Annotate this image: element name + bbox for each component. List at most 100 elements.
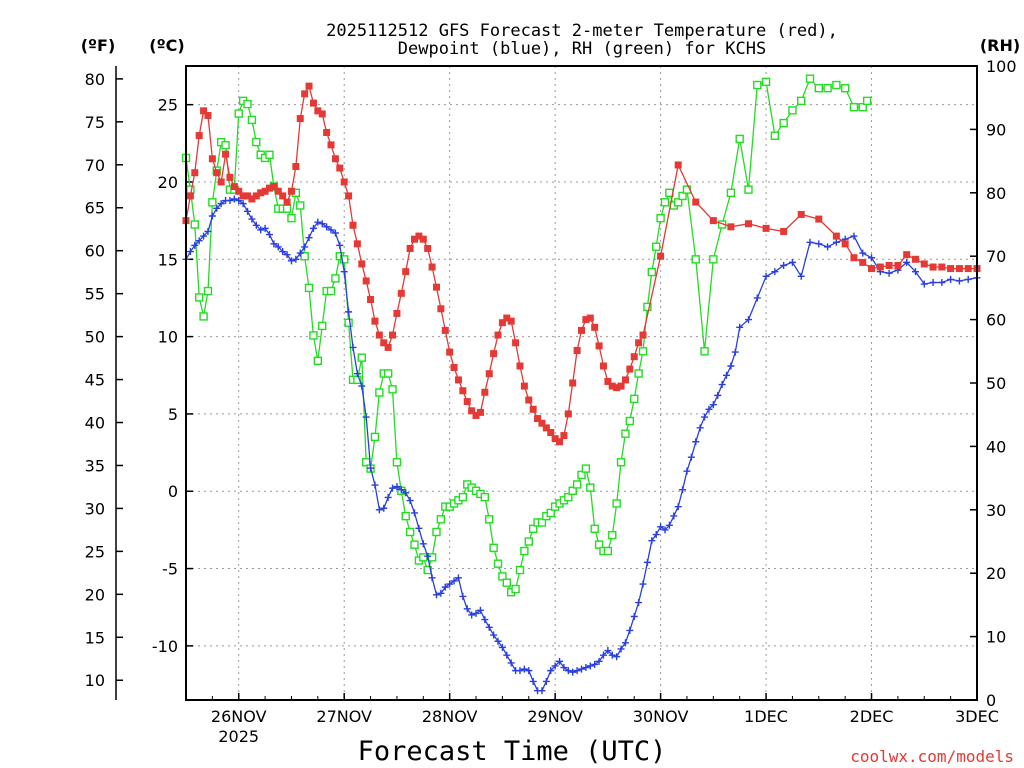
dewpoint-point <box>687 453 695 461</box>
temperature-point <box>441 326 449 334</box>
temperature-point <box>384 343 392 351</box>
dewpoint-point <box>648 537 656 545</box>
temperature-point <box>586 314 594 322</box>
dewpoint-point <box>753 294 761 302</box>
x-tick-label: 27NOV <box>316 707 372 726</box>
dewpoint-point <box>709 401 717 409</box>
dewpoint-point <box>595 657 603 665</box>
relative-humidity-point <box>252 137 261 147</box>
temperature-point <box>604 377 612 385</box>
relative-humidity-point <box>304 283 314 293</box>
temperature-point <box>564 410 572 418</box>
dewpoint-point <box>723 371 731 379</box>
relative-humidity-point <box>840 83 850 93</box>
dewpoint-point <box>599 651 607 659</box>
relative-humidity-point <box>318 321 327 331</box>
relative-humidity-point <box>208 198 217 207</box>
dewpoint-point <box>397 486 405 494</box>
plot-frame <box>185 65 978 701</box>
relative-humidity-point <box>594 540 604 549</box>
temperature-point <box>903 251 911 259</box>
relative-humidity-point <box>564 492 573 502</box>
dewpoint-point <box>947 275 955 283</box>
temperature-point <box>621 376 629 384</box>
dewpoint-point <box>349 343 357 351</box>
dewpoint-point <box>490 631 498 639</box>
temperature-point <box>419 235 427 243</box>
relative-humidity-point <box>709 255 718 264</box>
temperature-point <box>371 317 379 325</box>
temperature-point <box>547 428 555 436</box>
relative-humidity-point <box>779 118 788 128</box>
dewpoint-point <box>468 611 476 619</box>
temperature-point <box>362 277 370 285</box>
temperature-point <box>947 265 955 273</box>
temperature-point <box>859 258 867 266</box>
dewpoint-point <box>432 591 440 599</box>
relative-humidity-point <box>309 331 318 340</box>
dewpoint-point <box>301 243 309 251</box>
dewpoint-point <box>718 381 726 389</box>
temperature-point <box>485 370 493 378</box>
dewpoint-point <box>604 647 612 655</box>
dewpoint-point <box>323 223 331 231</box>
relative-humidity-point <box>630 394 639 404</box>
x-axis-label: Forecast Time (UTC) <box>358 736 667 767</box>
temperature-point <box>920 260 928 268</box>
temperature-point <box>446 348 454 356</box>
dewpoint-point <box>371 481 379 489</box>
temperature-point <box>608 382 616 390</box>
temperature-point <box>556 438 564 446</box>
dewpoint-point <box>191 241 199 249</box>
dewpoint-point <box>938 278 946 286</box>
dewpoint-point <box>402 489 410 497</box>
dewpoint-point <box>586 662 594 670</box>
celsius-tick-label: 15 <box>158 250 178 269</box>
dewpoint-point <box>859 249 867 257</box>
temperature-point <box>841 240 849 248</box>
temperature-point <box>534 415 542 423</box>
relative-humidity-point <box>432 527 441 537</box>
dewpoint-point <box>538 687 546 695</box>
dewpoint-point <box>639 580 647 588</box>
celsius-tick-label: 10 <box>158 328 178 347</box>
relative-humidity-point <box>647 267 657 277</box>
dewpoint-point <box>736 323 744 331</box>
celsius-unit-label: (ºC) <box>149 36 184 55</box>
temperature-point <box>599 362 607 370</box>
dewpoint-point <box>367 464 375 472</box>
relative-humidity-point <box>203 286 213 296</box>
dewpoint-line <box>185 198 978 692</box>
relative-humidity-point <box>247 115 257 125</box>
temperature-point <box>512 339 520 347</box>
temperature-point <box>200 107 208 115</box>
fahrenheit-tick-label: 20 <box>85 585 105 604</box>
temperature-point <box>327 141 335 149</box>
temperature-point <box>630 353 638 361</box>
relative-humidity-point <box>528 524 538 534</box>
dewpoint-point <box>305 234 313 242</box>
celsius-tick-label: -5 <box>162 560 178 579</box>
temperature-point <box>432 283 440 291</box>
relative-humidity-point <box>823 83 832 93</box>
fahrenheit-tick-label: 45 <box>85 371 105 390</box>
dewpoint-point <box>314 218 322 226</box>
relative-humidity-point <box>744 185 753 194</box>
temperature-point <box>727 223 735 231</box>
rh-tick-label: 80 <box>986 184 1006 203</box>
dewpoint-point <box>204 227 212 235</box>
temperature-point <box>397 289 405 297</box>
dewpoint-point <box>279 248 287 256</box>
relative-humidity-point <box>581 464 591 473</box>
temperature-point <box>911 255 919 263</box>
temperature-point <box>569 379 577 387</box>
relative-humidity-point <box>326 286 336 296</box>
relative-humidity-point <box>621 429 630 438</box>
temperature-point <box>498 319 506 327</box>
relative-humidity-point <box>410 540 419 549</box>
fahrenheit-tick-label: 25 <box>85 542 105 561</box>
dewpoint-point <box>727 362 735 370</box>
temperature-point <box>406 244 414 252</box>
temperature-point <box>674 161 682 169</box>
